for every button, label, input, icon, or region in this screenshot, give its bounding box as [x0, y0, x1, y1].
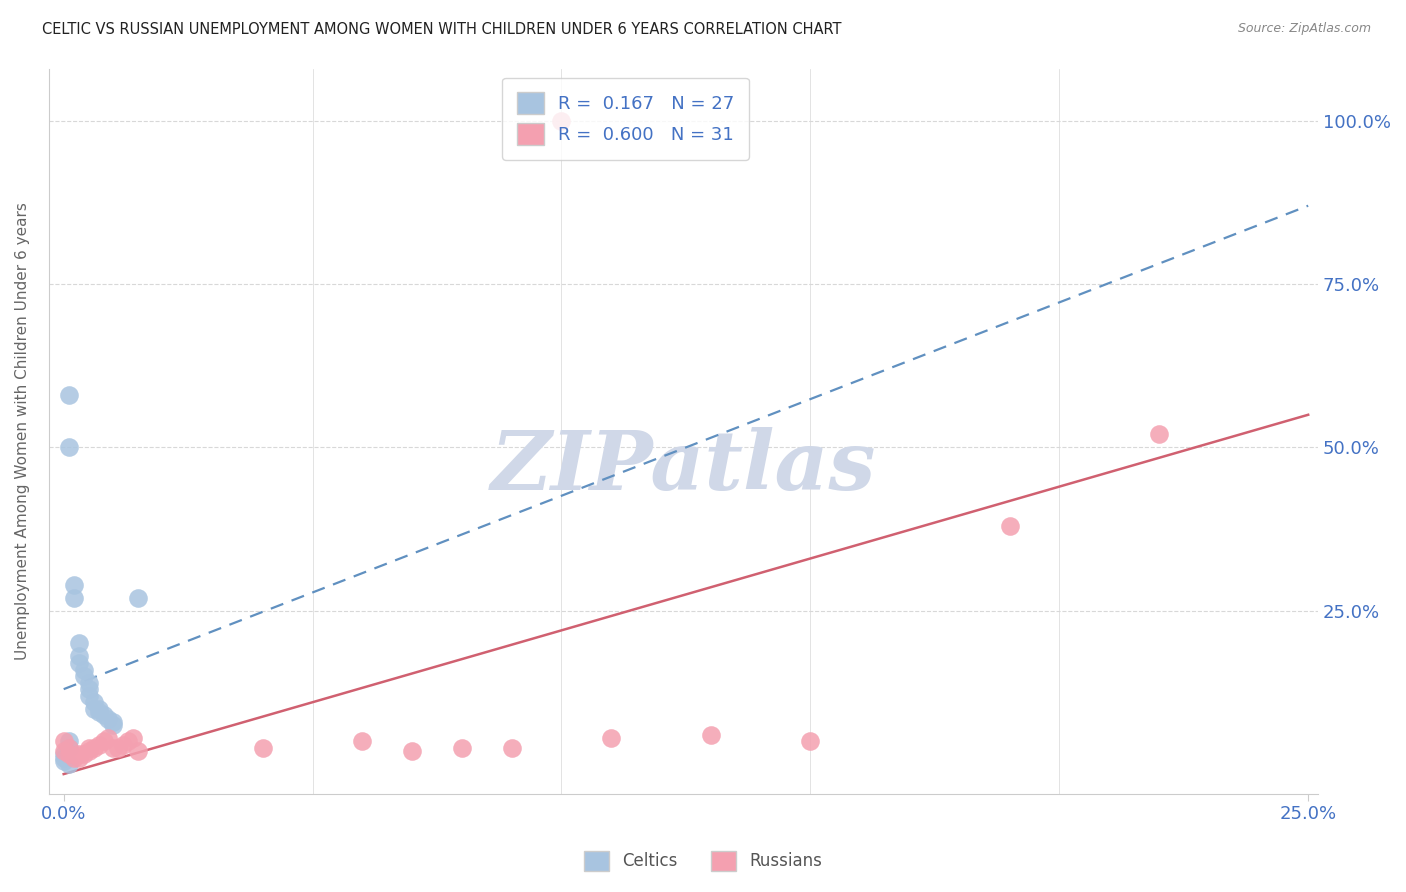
Point — [83, 741, 105, 756]
Point — [83, 702, 105, 716]
Point — [67, 656, 90, 670]
Point — [62, 591, 84, 605]
Point — [799, 734, 821, 748]
Point — [52, 747, 75, 762]
Point — [87, 738, 110, 752]
Point — [87, 702, 110, 716]
Point — [58, 388, 80, 402]
Point — [97, 712, 120, 726]
Point — [93, 734, 115, 748]
Point — [103, 714, 125, 729]
Point — [67, 750, 90, 764]
Point — [112, 738, 135, 752]
Point — [52, 734, 75, 748]
Point — [501, 741, 523, 756]
Point — [117, 734, 139, 748]
Legend: R =  0.167   N = 27, R =  0.600   N = 31: R = 0.167 N = 27, R = 0.600 N = 31 — [502, 78, 749, 160]
Point — [67, 747, 90, 762]
Point — [352, 734, 374, 748]
Point — [83, 695, 105, 709]
Point — [77, 675, 100, 690]
Point — [72, 669, 94, 683]
Point — [550, 113, 572, 128]
Point — [52, 744, 75, 758]
Point — [127, 744, 149, 758]
Text: CELTIC VS RUSSIAN UNEMPLOYMENT AMONG WOMEN WITH CHILDREN UNDER 6 YEARS CORRELATI: CELTIC VS RUSSIAN UNEMPLOYMENT AMONG WOM… — [42, 22, 842, 37]
Text: Source: ZipAtlas.com: Source: ZipAtlas.com — [1237, 22, 1371, 36]
Point — [600, 731, 623, 746]
Point — [67, 649, 90, 664]
Point — [67, 636, 90, 650]
Point — [77, 682, 100, 697]
Point — [401, 744, 423, 758]
Point — [122, 731, 145, 746]
Point — [58, 747, 80, 762]
Point — [77, 744, 100, 758]
Point — [77, 741, 100, 756]
Point — [998, 518, 1021, 533]
Point — [127, 591, 149, 605]
Point — [58, 734, 80, 748]
Legend: Celtics, Russians: Celtics, Russians — [575, 842, 831, 880]
Point — [93, 708, 115, 723]
Point — [87, 705, 110, 719]
Point — [97, 731, 120, 746]
Text: ZIPatlas: ZIPatlas — [491, 427, 876, 508]
Point — [77, 689, 100, 703]
Point — [58, 441, 80, 455]
Point — [1147, 427, 1170, 442]
Point — [103, 718, 125, 732]
Point — [52, 750, 75, 764]
Point — [62, 750, 84, 764]
Point — [103, 741, 125, 756]
Y-axis label: Unemployment Among Women with Children Under 6 years: Unemployment Among Women with Children U… — [15, 202, 30, 660]
Point — [451, 741, 474, 756]
Point — [72, 747, 94, 762]
Point — [62, 577, 84, 591]
Point — [58, 741, 80, 756]
Point — [72, 663, 94, 677]
Point — [252, 741, 274, 756]
Point — [107, 741, 129, 756]
Point — [58, 757, 80, 772]
Point — [58, 741, 80, 756]
Point — [700, 728, 723, 742]
Point — [52, 754, 75, 768]
